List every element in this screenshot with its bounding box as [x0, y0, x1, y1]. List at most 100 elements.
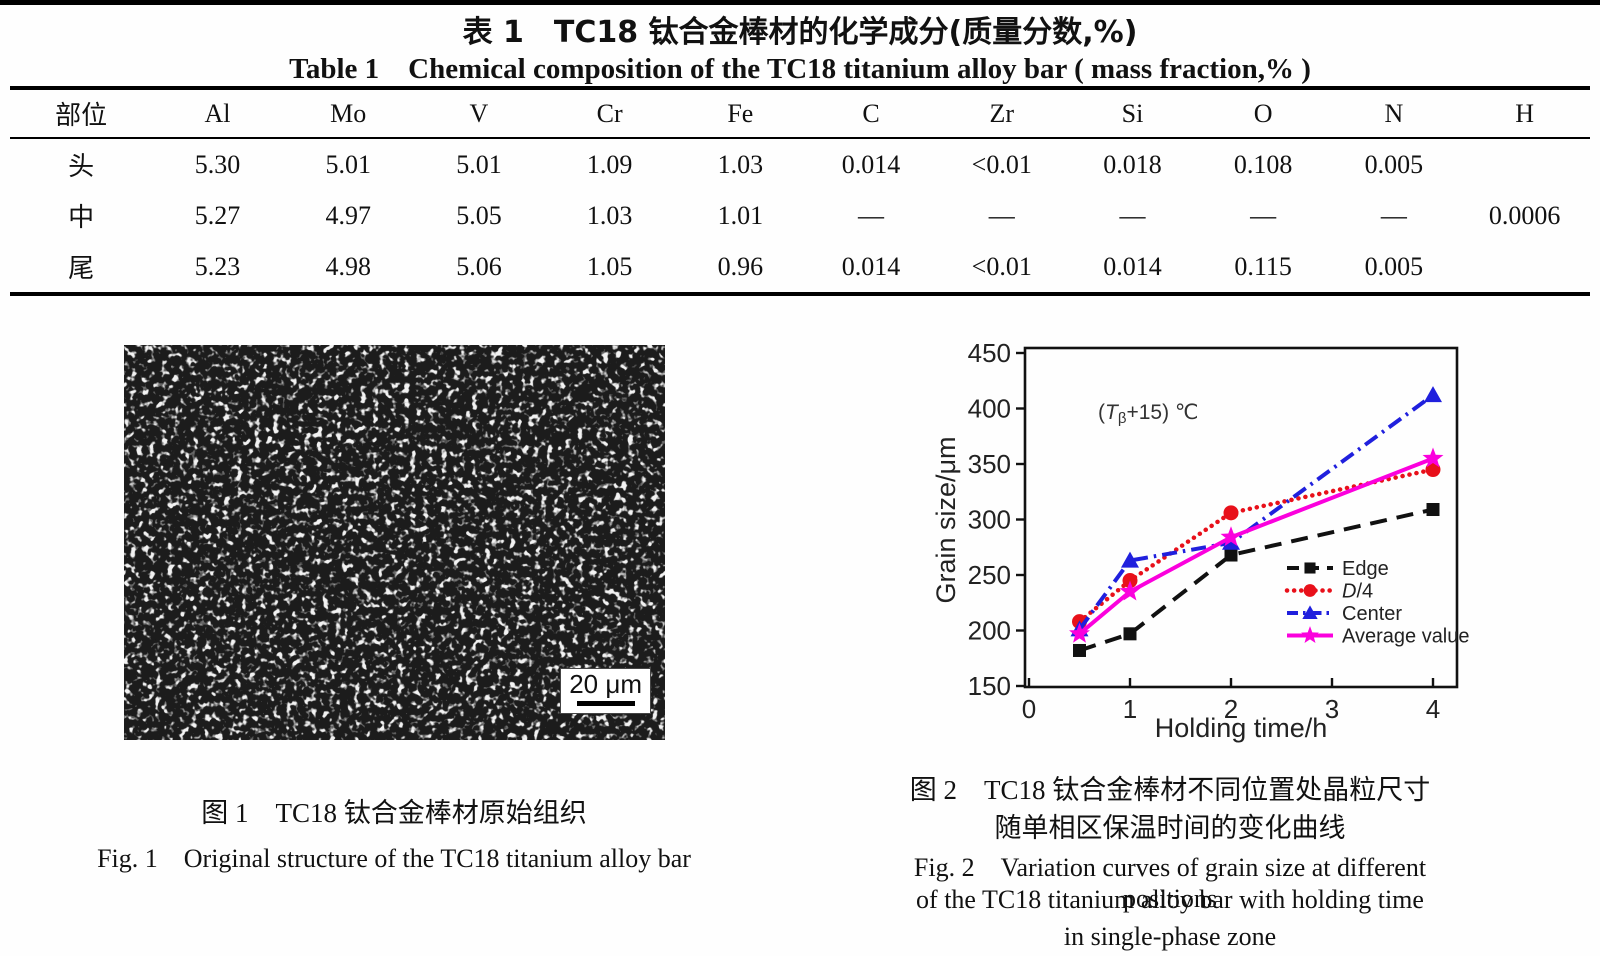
table-cell: 5.05: [456, 200, 502, 230]
marker-star: [1119, 580, 1141, 601]
series-line-center: [1077, 393, 1435, 631]
table-row: 中 5.27 4.97 5.05 1.03 1.01 — — — — — 0.0006: [10, 190, 1590, 241]
y-tick-label-150: 150: [968, 671, 1011, 701]
column-header-C: C: [805, 88, 937, 139]
table-cell: 1.05: [586, 251, 633, 281]
x-tick-label-1: 1: [1123, 694, 1137, 724]
marker-triangle: [1302, 605, 1318, 619]
table-cell: 尾: [68, 254, 95, 283]
table-cell: 0.115: [1234, 251, 1292, 281]
y-tick-label-300: 300: [968, 505, 1011, 535]
figure2-caption-en3: in single-phase zone: [1063, 922, 1277, 951]
legend-item-edge: Edge: [1287, 558, 1389, 580]
figure1-caption-en: Fig. 1 Original structure of the TC18 ti…: [97, 844, 691, 873]
table1-title-zh: 表 1 TC18 钛合金棒材的化学成分(质量分数,%): [462, 15, 1138, 50]
y-axis-label: Grain size/μm: [935, 436, 961, 603]
legend-item-center: Center: [1287, 603, 1402, 625]
x-tick-label-0: 0: [1022, 694, 1036, 724]
legend-label: Edge: [1342, 558, 1389, 580]
marker-square: [1426, 503, 1440, 517]
figure2-caption-zh1: 图 2 TC18 钛合金棒材不同位置处晶粒尺寸: [909, 775, 1431, 805]
legend-label: Average value: [1342, 626, 1470, 648]
scale-bar-label: 20 μm: [569, 669, 642, 700]
marker-star: [1069, 622, 1090, 643]
table-cell: 5.01: [325, 149, 371, 179]
table-cell: 1.09: [586, 149, 633, 179]
column-header-Si: Si: [1067, 88, 1198, 139]
table-cell: <0.01: [971, 251, 1032, 281]
table-row: 尾 5.23 4.98 5.06 1.05 0.96 0.014 <0.01 0.014 0.11…: [10, 241, 1590, 294]
table-cell: 0.0006: [1488, 200, 1561, 230]
marker-square: [1224, 548, 1238, 562]
table-row: 头 5.30 5.01 5.01 1.09 1.03 0.014 <0.01 0.018 0.10…: [10, 138, 1590, 190]
table-cell: [1459, 241, 1590, 294]
legend-item-average-value: Average value: [1287, 626, 1470, 648]
table-cell: 0.014: [1103, 251, 1162, 281]
column-header-Al: Al: [152, 88, 283, 139]
x-tick-label-4: 4: [1426, 694, 1440, 724]
table-cell: 1.01: [717, 200, 764, 230]
marker-triangle: [1424, 386, 1442, 403]
column-header-V: V: [413, 88, 545, 139]
column-header-Zr: Zr: [936, 88, 1068, 139]
table-cell: 5.23: [194, 251, 241, 281]
table-cell: —: [1380, 200, 1407, 230]
marker-star: [1301, 626, 1319, 644]
column-header-Fe: Fe: [675, 88, 806, 139]
table-cell: 头: [68, 152, 95, 181]
marker-square: [1073, 643, 1086, 657]
table-cell: —: [988, 200, 1015, 230]
marker-circle: [1303, 584, 1317, 597]
table-cell: —: [858, 200, 885, 230]
table-cell: [1459, 138, 1590, 190]
legend-label: Center: [1342, 603, 1402, 625]
marker-circle: [1223, 505, 1239, 521]
table-cell: 5.01: [456, 149, 502, 179]
x-tick-label-2: 2: [1224, 694, 1238, 724]
column-header-N: N: [1328, 88, 1460, 139]
table-cell: 0.018: [1103, 149, 1162, 179]
table-cell: 0.96: [717, 251, 764, 281]
scan-edge-strip: [0, 0, 1600, 5]
table-cell: 0.014: [841, 251, 901, 281]
figure2-caption-en2: of the TC18 titanium alloy bar with hold…: [916, 885, 1424, 914]
figure2-caption-zh2: 随单相区保温时间的变化曲线: [994, 813, 1346, 843]
y-tick-label-200: 200: [968, 616, 1011, 646]
table1-title-en: Table 1 Chemical composition of the TC18…: [289, 53, 1311, 85]
composition-table: 部位 Al Mo V Cr Fe C Zr Si O N H 头 5.30 5.01 5.01 1.09 1.0…: [10, 86, 1590, 296]
figure1-micrograph: 20 μm: [124, 345, 665, 740]
y-tick-label-250: 250: [968, 560, 1011, 590]
column-header-Cr: Cr: [544, 88, 675, 139]
legend-item-d-4: D/4: [1284, 581, 1373, 603]
x-tick-label-3: 3: [1325, 694, 1339, 724]
column-header-Mo: Mo: [282, 88, 414, 139]
table-cell: 0.108: [1233, 149, 1293, 179]
y-tick-label-400: 400: [968, 394, 1011, 424]
marker-star: [1220, 526, 1242, 547]
marker-triangle: [1121, 551, 1139, 568]
marker-star: [1422, 447, 1444, 468]
marker-circle: [1122, 573, 1138, 589]
series-line-edge: [1078, 507, 1434, 653]
column-header-部位: 部位: [10, 88, 153, 139]
table-cell: 5.27: [194, 200, 241, 230]
table-cell: 5.30: [194, 149, 241, 179]
table-cell: 0.014: [841, 149, 901, 179]
y-tick-label-450: 450: [968, 338, 1011, 368]
table-cell: <0.01: [971, 149, 1032, 179]
plot-box: [1023, 346, 1459, 689]
marker-square: [1123, 627, 1137, 641]
table-cell: —: [1119, 200, 1146, 230]
annotation-temperature: (Tβ+15) ℃: [1098, 401, 1199, 427]
table-cell: 0.005: [1364, 251, 1424, 281]
column-header-O: O: [1197, 88, 1329, 139]
legend-label: D/4: [1342, 581, 1373, 603]
marker-square: [1304, 562, 1316, 574]
scale-bar-line: [576, 701, 635, 706]
table-cell: 1.03: [586, 200, 633, 230]
table-cell: 4.98: [325, 251, 371, 281]
series-line-average-value: [1078, 456, 1434, 636]
table-cell: —: [1250, 200, 1277, 230]
